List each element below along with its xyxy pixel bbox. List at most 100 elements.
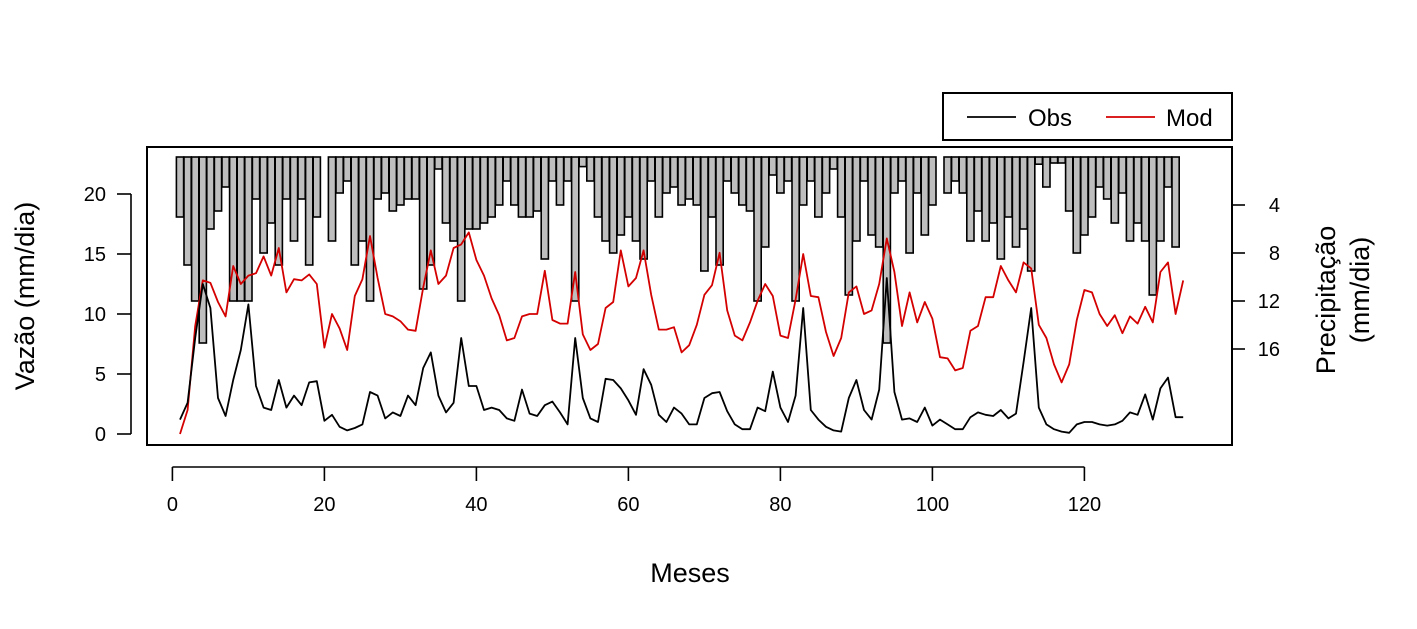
precip-bar [441,156,451,224]
x-tick-label: 120 [1068,494,1101,516]
precip-bar [456,156,466,302]
precip-bar [950,156,960,182]
precip-bar [943,156,952,194]
precip-bar [509,156,519,206]
legend-label-obs: Obs [1028,105,1072,132]
precip-bar [1118,156,1127,194]
precip-bar [517,156,527,218]
precip-bar [973,156,983,212]
precip-bar [1072,156,1082,254]
precip-bar [1034,156,1044,165]
precip-bar [692,156,702,206]
precip-bar [608,156,618,254]
precip-bar [912,156,922,194]
y-tick-label: 15 [84,244,106,266]
precip-bar [471,156,481,230]
precip-bar [578,156,588,168]
precip-bar [403,156,413,200]
precip-bar [244,156,253,302]
precip-bar [593,156,603,218]
precip-bar [836,156,846,218]
precip-bar [1003,156,1013,218]
x-tick-label: 0 [167,494,178,516]
precip-bar [669,156,679,188]
precip-bar [251,156,261,200]
precip-bar [365,156,375,302]
x-tick-label: 80 [769,494,791,516]
precip-bar [927,156,937,206]
precip-bar [411,156,420,200]
precip-bar [1049,156,1059,164]
precip-bar [297,156,306,200]
y-axis-title: Vazão (mm/dia) [10,202,40,391]
precip-bar [395,156,405,206]
precip-bar [1148,156,1158,296]
precip-bar [449,156,458,242]
precip-bar [1133,156,1142,224]
precip-bar [859,156,869,182]
precip-bar [775,156,785,194]
y-tick-label: 20 [84,184,106,206]
y2-axis-title-line1: Precipitação [1311,226,1341,375]
precip-bar [494,156,504,206]
precip-bar [1102,156,1112,200]
precip-bar [259,156,268,254]
y2-tick-label: 8 [1269,243,1280,265]
precip-bar [1125,156,1135,242]
precip-bar [654,156,664,218]
precip-bar [601,156,610,242]
precip-bar [479,156,489,224]
precip-bar [502,156,512,182]
precip-bar [897,156,907,182]
precip-bar [281,156,291,200]
precip-bar [183,156,192,266]
precip-bar [1095,156,1104,188]
y-axis-left: 0 5 10 15 20 [84,184,132,446]
y-tick-label: 10 [84,304,106,326]
precip-bar [920,156,930,236]
precip-bar [206,156,215,230]
x-tick-label: 40 [465,494,487,516]
precip-bar [707,156,717,218]
precip-bar [547,156,557,182]
y2-tick-label: 4 [1269,195,1280,217]
precip-bar [646,156,656,182]
precip-bar [418,156,428,290]
precip-bar [988,156,998,224]
series-lines [179,231,1185,435]
precip-bar [722,156,732,182]
precip-bar [813,156,823,218]
x-tick-label: 20 [313,494,335,516]
precip-bar [213,156,223,212]
precip-bar [753,156,762,302]
precip-bar [965,156,975,242]
precip-bar [1019,156,1028,230]
precip-bar [684,156,694,200]
series-line-mod [179,231,1185,435]
precip-bar [1042,156,1051,188]
precip-bar [540,156,550,260]
precip-bar [981,156,990,242]
x-axis: 0 20 40 60 80 100 120 [167,466,1101,516]
precip-bar [639,156,648,260]
precip-bar [373,156,382,200]
x-tick-label: 100 [916,494,949,516]
precip-bar [1011,156,1021,248]
precip-bar [905,156,914,254]
precip-bar [266,156,276,224]
precip-bar [760,156,770,248]
precip-bar [844,156,854,296]
precip-bar [274,156,284,266]
precip-bar [175,156,185,218]
precip-bar [1026,156,1036,272]
precip-bar [1087,156,1097,218]
precip-bar [745,156,755,212]
x-axis-title: Meses [650,558,730,588]
precip-bar [570,156,580,302]
legend-label-mod: Mod [1166,105,1213,132]
y-tick-label: 0 [95,424,106,446]
precip-bar [1110,156,1120,224]
precip-bar [677,156,686,206]
precip-bar [806,156,816,182]
